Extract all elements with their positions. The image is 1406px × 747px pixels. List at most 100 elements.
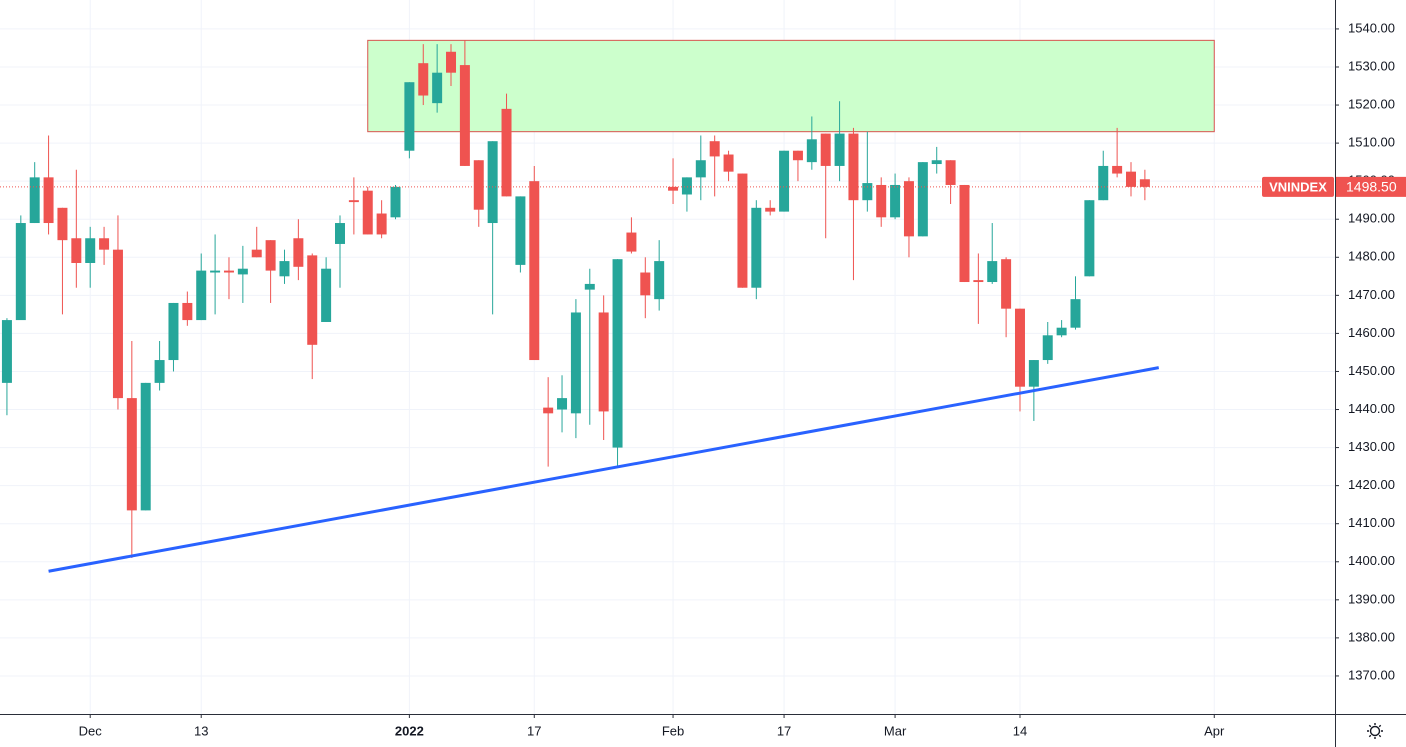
candle-body [584,283,595,290]
candle-body [487,141,498,224]
x-tick-label: Apr [1204,723,1225,738]
candle-body [1,320,12,383]
candle-body [779,150,790,212]
candle-body [348,200,359,203]
candle-body [723,154,734,172]
candle-body [945,160,956,185]
candle-body [459,65,470,166]
candle-body [140,382,151,511]
y-tick-label: 1540.00 [1348,20,1395,35]
candle-body [501,108,512,197]
candle-body [570,312,581,414]
candle-body [29,177,40,224]
candle-body [959,184,970,283]
candle-body [15,223,26,321]
candle-body [973,280,984,283]
candle-body [1139,179,1150,187]
candle-body [515,196,526,265]
candle-body [307,255,318,345]
y-tick-label: 1370.00 [1348,667,1395,682]
candle-body [1014,308,1025,387]
candle-body [543,407,554,414]
candle-body [265,240,276,271]
candle-body [654,261,665,300]
y-tick-label: 1400.00 [1348,553,1395,568]
candle-body [890,184,901,218]
candle-body [1098,165,1109,201]
y-tick-label: 1380.00 [1348,629,1395,644]
candle-body [806,139,817,163]
y-tick-label: 1420.00 [1348,477,1395,492]
candle-body [362,190,373,235]
candle-body [848,133,859,201]
candle-body [1084,200,1095,277]
candle-body [418,63,429,96]
x-tick-label: Feb [662,723,684,738]
candle-body [1001,259,1012,309]
candle-body [1056,327,1067,336]
y-tick-label: 1470.00 [1348,287,1395,302]
candle-body [251,249,262,258]
y-tick-label: 1410.00 [1348,515,1395,530]
symbol-label: VNINDEX [1269,179,1327,194]
resistance-zone [367,39,1215,133]
last-price-box [1336,176,1406,197]
x-tick-label: 17 [777,723,791,738]
candle-body [931,160,942,165]
candle-body [765,207,776,212]
candle-body [834,133,845,166]
candle-body [279,261,290,277]
candle-body [820,133,831,166]
symbol-label-box [1262,176,1334,197]
y-tick-label: 1480.00 [1348,249,1395,264]
candle-body [903,181,914,237]
candle-body [695,160,706,178]
candle-body [223,270,234,273]
candle-body [376,213,387,235]
candle-body [237,268,248,275]
plot [0,39,1335,573]
candle-body [168,302,179,361]
candle-body [57,207,68,241]
y-tick-label: 1460.00 [1348,325,1395,340]
x-tick-label: Dec [79,723,103,738]
y-tick-label: 1530.00 [1348,58,1395,73]
candle-body [612,259,623,448]
candle-body [321,268,332,322]
x-tick-label: 14 [1013,723,1027,738]
y-tick-label: 1440.00 [1348,401,1395,416]
candle-body [112,249,123,399]
candle-body [876,184,887,218]
candle-body [557,398,568,410]
candle-body [182,302,193,321]
last-price-label: 1498.50 [1346,179,1397,195]
x-tick-label: Mar [884,723,907,738]
candle-body [792,150,803,161]
y-tick-label: 1390.00 [1348,591,1395,606]
candle-body [473,160,484,210]
y-tick-label: 1490.00 [1348,211,1395,226]
candle-body [1126,171,1136,187]
candle-body [862,183,873,201]
settings-icon[interactable] [1367,723,1383,739]
candle-body [917,162,928,237]
axes: 1370.00 1380.00 1390.00 1400.00 1410.00 1420.… [79,20,1406,738]
candle-body [751,207,762,288]
candle-body [709,141,720,157]
candle-body [71,238,82,263]
candle-body [432,72,443,104]
candle-body [334,223,345,244]
y-tick-label: 1510.00 [1348,135,1395,150]
candle-body [987,261,998,283]
x-tick-label: 13 [194,723,208,738]
candle-body [196,270,207,321]
candle-body [626,232,637,252]
candle-body [681,177,692,195]
trendline [48,366,1160,573]
candle-body [99,238,110,250]
candle-body [640,272,651,296]
candle-body [529,181,540,361]
candle-body [210,270,221,273]
y-tick-label: 1430.00 [1348,439,1395,454]
